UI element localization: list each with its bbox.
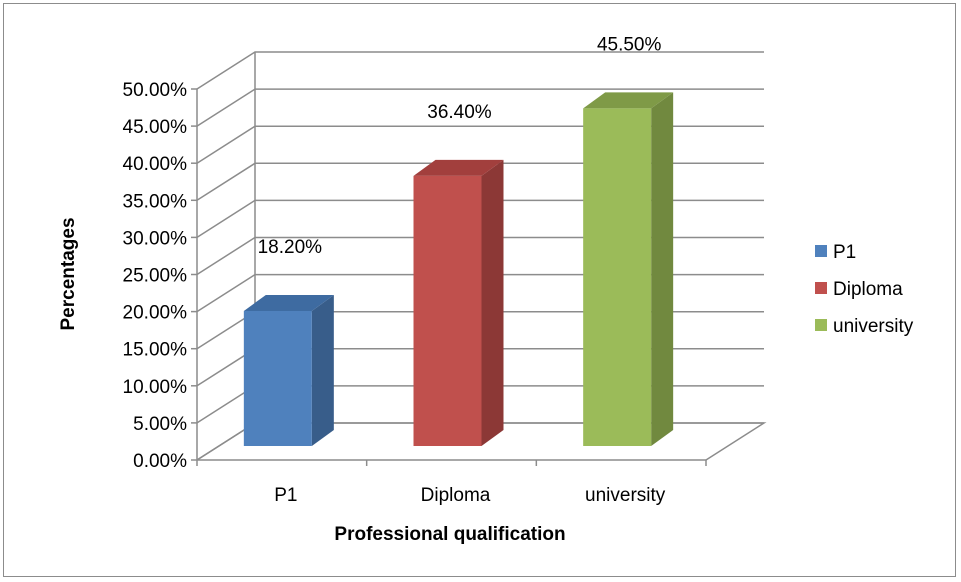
legend-item: university (815, 316, 914, 337)
y-tick-label: 25.00% (123, 266, 188, 287)
y-tick-labels: 0.00% 5.00% 10.00% 15.00% 20.00% 25.00% 30.00%… (123, 80, 188, 472)
bar-top (413, 159, 504, 176)
legend-swatch (815, 245, 827, 257)
legend-label: P1 (833, 242, 856, 263)
bar-p1 (243, 294, 334, 446)
y-tick-label: 30.00% (123, 228, 188, 249)
legend: P1 Diploma university (815, 242, 914, 337)
data-label: 36.40% (427, 102, 492, 123)
axes (191, 88, 707, 466)
x-category-label: Diploma (421, 485, 491, 506)
bar-side (311, 294, 334, 446)
y-tick-label: 35.00% (123, 191, 188, 212)
gridline (196, 51, 764, 90)
y-axis-title: Percentages (58, 217, 79, 330)
bar-front (413, 175, 482, 447)
x-category-labels: P1 Diploma university (274, 485, 666, 506)
bar-front (243, 310, 312, 446)
bar-side (651, 92, 674, 446)
y-tick-label: 40.00% (123, 154, 188, 175)
legend-label: university (833, 316, 914, 337)
y-tick-label: 0.00% (133, 451, 187, 472)
data-labels: 18.20% 36.40% 45.50% (258, 34, 662, 258)
gridline (196, 125, 764, 164)
y-tick-label: 45.00% (123, 117, 188, 138)
bar-front (583, 108, 652, 446)
legend-label: Diploma (833, 279, 903, 300)
bar-university (583, 92, 674, 446)
x-category-label: P1 (274, 485, 297, 506)
x-category-label: university (585, 485, 666, 506)
legend-swatch (815, 319, 827, 331)
bars (243, 92, 674, 447)
legend-swatch (815, 282, 827, 294)
x-axis-title: Professional qualification (334, 524, 565, 545)
legend-item: P1 (815, 242, 856, 263)
bar-top (583, 92, 674, 109)
y-tick-label: 15.00% (123, 340, 188, 361)
legend-item: Diploma (815, 279, 903, 300)
data-label: 18.20% (258, 237, 323, 258)
bar-top (243, 294, 334, 311)
y-tick-label: 5.00% (133, 414, 187, 435)
y-tick-label: 10.00% (123, 377, 188, 398)
bar-side (481, 159, 504, 447)
gridline (196, 88, 764, 127)
data-label: 45.50% (597, 34, 662, 55)
y-tick-label: 20.00% (123, 303, 188, 324)
bar-diploma (413, 159, 504, 447)
y-tick-label: 50.00% (123, 80, 188, 101)
